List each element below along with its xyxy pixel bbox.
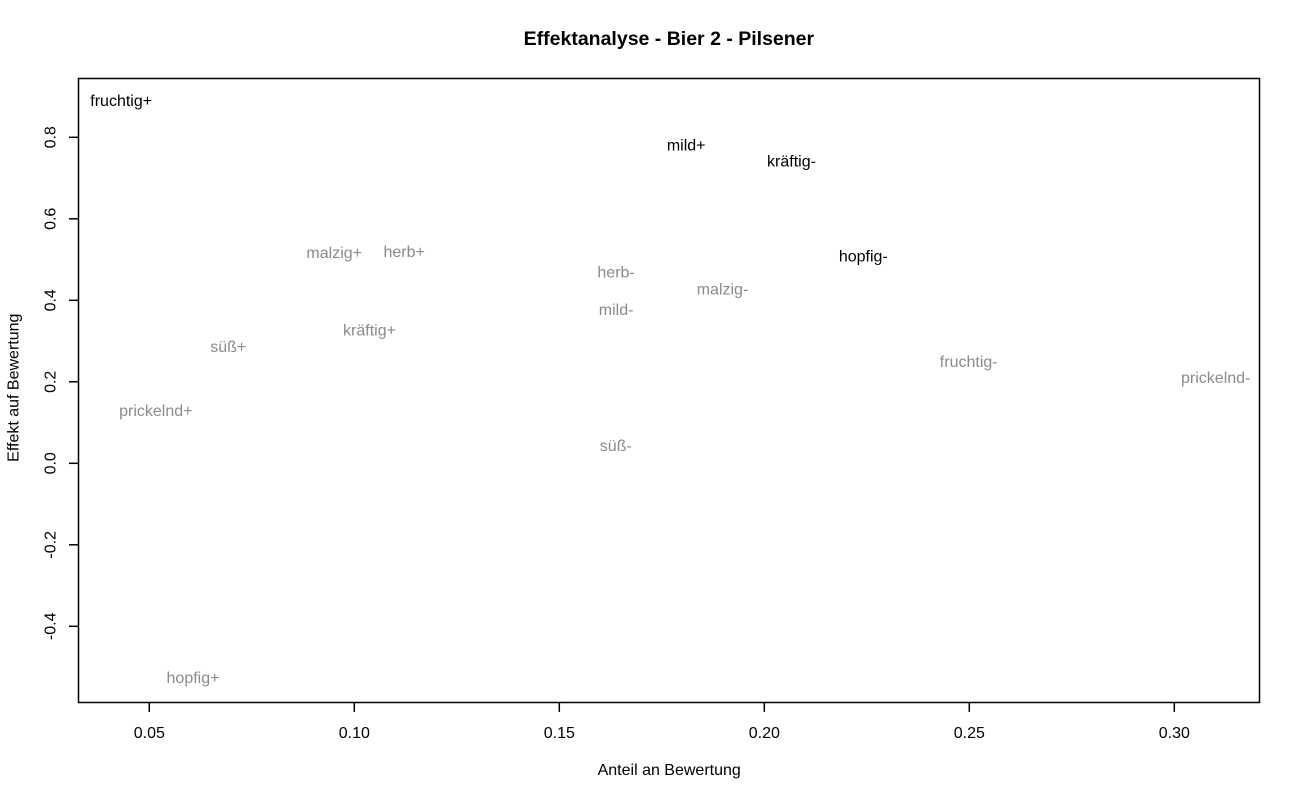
svg-text:kräftig-: kräftig- <box>767 154 816 171</box>
svg-text:0.4: 0.4 <box>43 289 60 311</box>
svg-text:0.0: 0.0 <box>43 452 60 474</box>
svg-text:süß-: süß- <box>600 438 632 455</box>
svg-text:kräftig+: kräftig+ <box>343 323 396 340</box>
svg-text:süß+: süß+ <box>210 339 246 356</box>
svg-text:fruchtig+: fruchtig+ <box>90 93 152 110</box>
svg-text:0.15: 0.15 <box>544 725 575 742</box>
svg-text:0.2: 0.2 <box>43 371 60 393</box>
svg-text:0.6: 0.6 <box>43 208 60 230</box>
svg-text:herb+: herb+ <box>384 244 425 261</box>
svg-text:0.30: 0.30 <box>1159 725 1190 742</box>
svg-text:0.8: 0.8 <box>43 126 60 148</box>
svg-text:0.20: 0.20 <box>749 725 780 742</box>
svg-text:-0.4: -0.4 <box>43 612 60 640</box>
svg-text:prickelnd-: prickelnd- <box>1181 370 1250 387</box>
svg-text:0.05: 0.05 <box>134 725 165 742</box>
svg-text:malzig-: malzig- <box>697 282 749 299</box>
svg-text:Effekt auf Bewertung: Effekt auf Bewertung <box>5 314 22 462</box>
svg-text:prickelnd+: prickelnd+ <box>119 403 192 420</box>
svg-text:mild+: mild+ <box>667 137 706 154</box>
svg-text:0.10: 0.10 <box>339 725 370 742</box>
svg-text:Anteil an Bewertung: Anteil an Bewertung <box>598 762 741 779</box>
svg-text:herb-: herb- <box>597 265 634 282</box>
svg-text:Effektanalyse - Bier 2 - Pilse: Effektanalyse - Bier 2 - Pilsener <box>524 28 815 50</box>
svg-text:mild-: mild- <box>599 302 634 319</box>
svg-text:fruchtig-: fruchtig- <box>940 354 998 371</box>
svg-text:0.25: 0.25 <box>954 725 985 742</box>
svg-text:hopfig-: hopfig- <box>839 248 888 265</box>
svg-text:malzig+: malzig+ <box>306 245 362 262</box>
svg-text:-0.2: -0.2 <box>43 531 60 559</box>
svg-text:hopfig+: hopfig+ <box>167 670 220 687</box>
